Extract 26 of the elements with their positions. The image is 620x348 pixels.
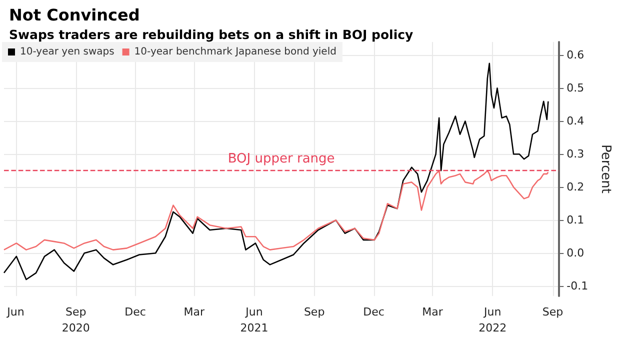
legend-label: 10-year yen swaps — [20, 46, 114, 58]
y-tick-label: -0.1 — [566, 280, 588, 293]
legend-label: 10-year benchmark Japanese bond yield — [134, 46, 336, 58]
line-series — [3, 62, 549, 280]
x-tick-label: Jun — [6, 306, 24, 318]
x-tick-label: Jun 2022 — [478, 306, 507, 334]
x-tick-label: Dec — [124, 306, 146, 318]
y-tick-label: 0.4 — [566, 114, 584, 128]
x-tick-label: Mar — [422, 306, 444, 318]
x-tick-label: Dec — [363, 306, 384, 318]
y-tick-label: 0.0 — [566, 246, 584, 260]
chart-subtitle: Swaps traders are rebuilding bets on a shift in BOJ policy — [9, 27, 414, 42]
y-tick-label: 0.6 — [566, 48, 584, 62]
y-tick-label: 0.1 — [566, 214, 584, 227]
ref-line-label: BOJ upper range — [228, 152, 335, 167]
x-tick-label: Sep 2020 — [62, 306, 90, 334]
x-tick-label: Sep — [542, 306, 564, 318]
y-tick-label: 0.5 — [566, 82, 584, 95]
y-tick-label: 0.2 — [566, 180, 584, 194]
line-series — [3, 170, 549, 250]
y-axis-title: Percent — [598, 144, 613, 194]
y-tick-label: 0.3 — [566, 148, 584, 161]
x-tick-label: Sep — [304, 306, 325, 318]
chart-title: Not Convinced — [9, 6, 140, 24]
x-tick-label: Mar — [184, 306, 205, 318]
x-tick-label: Jun 2021 — [240, 306, 268, 334]
